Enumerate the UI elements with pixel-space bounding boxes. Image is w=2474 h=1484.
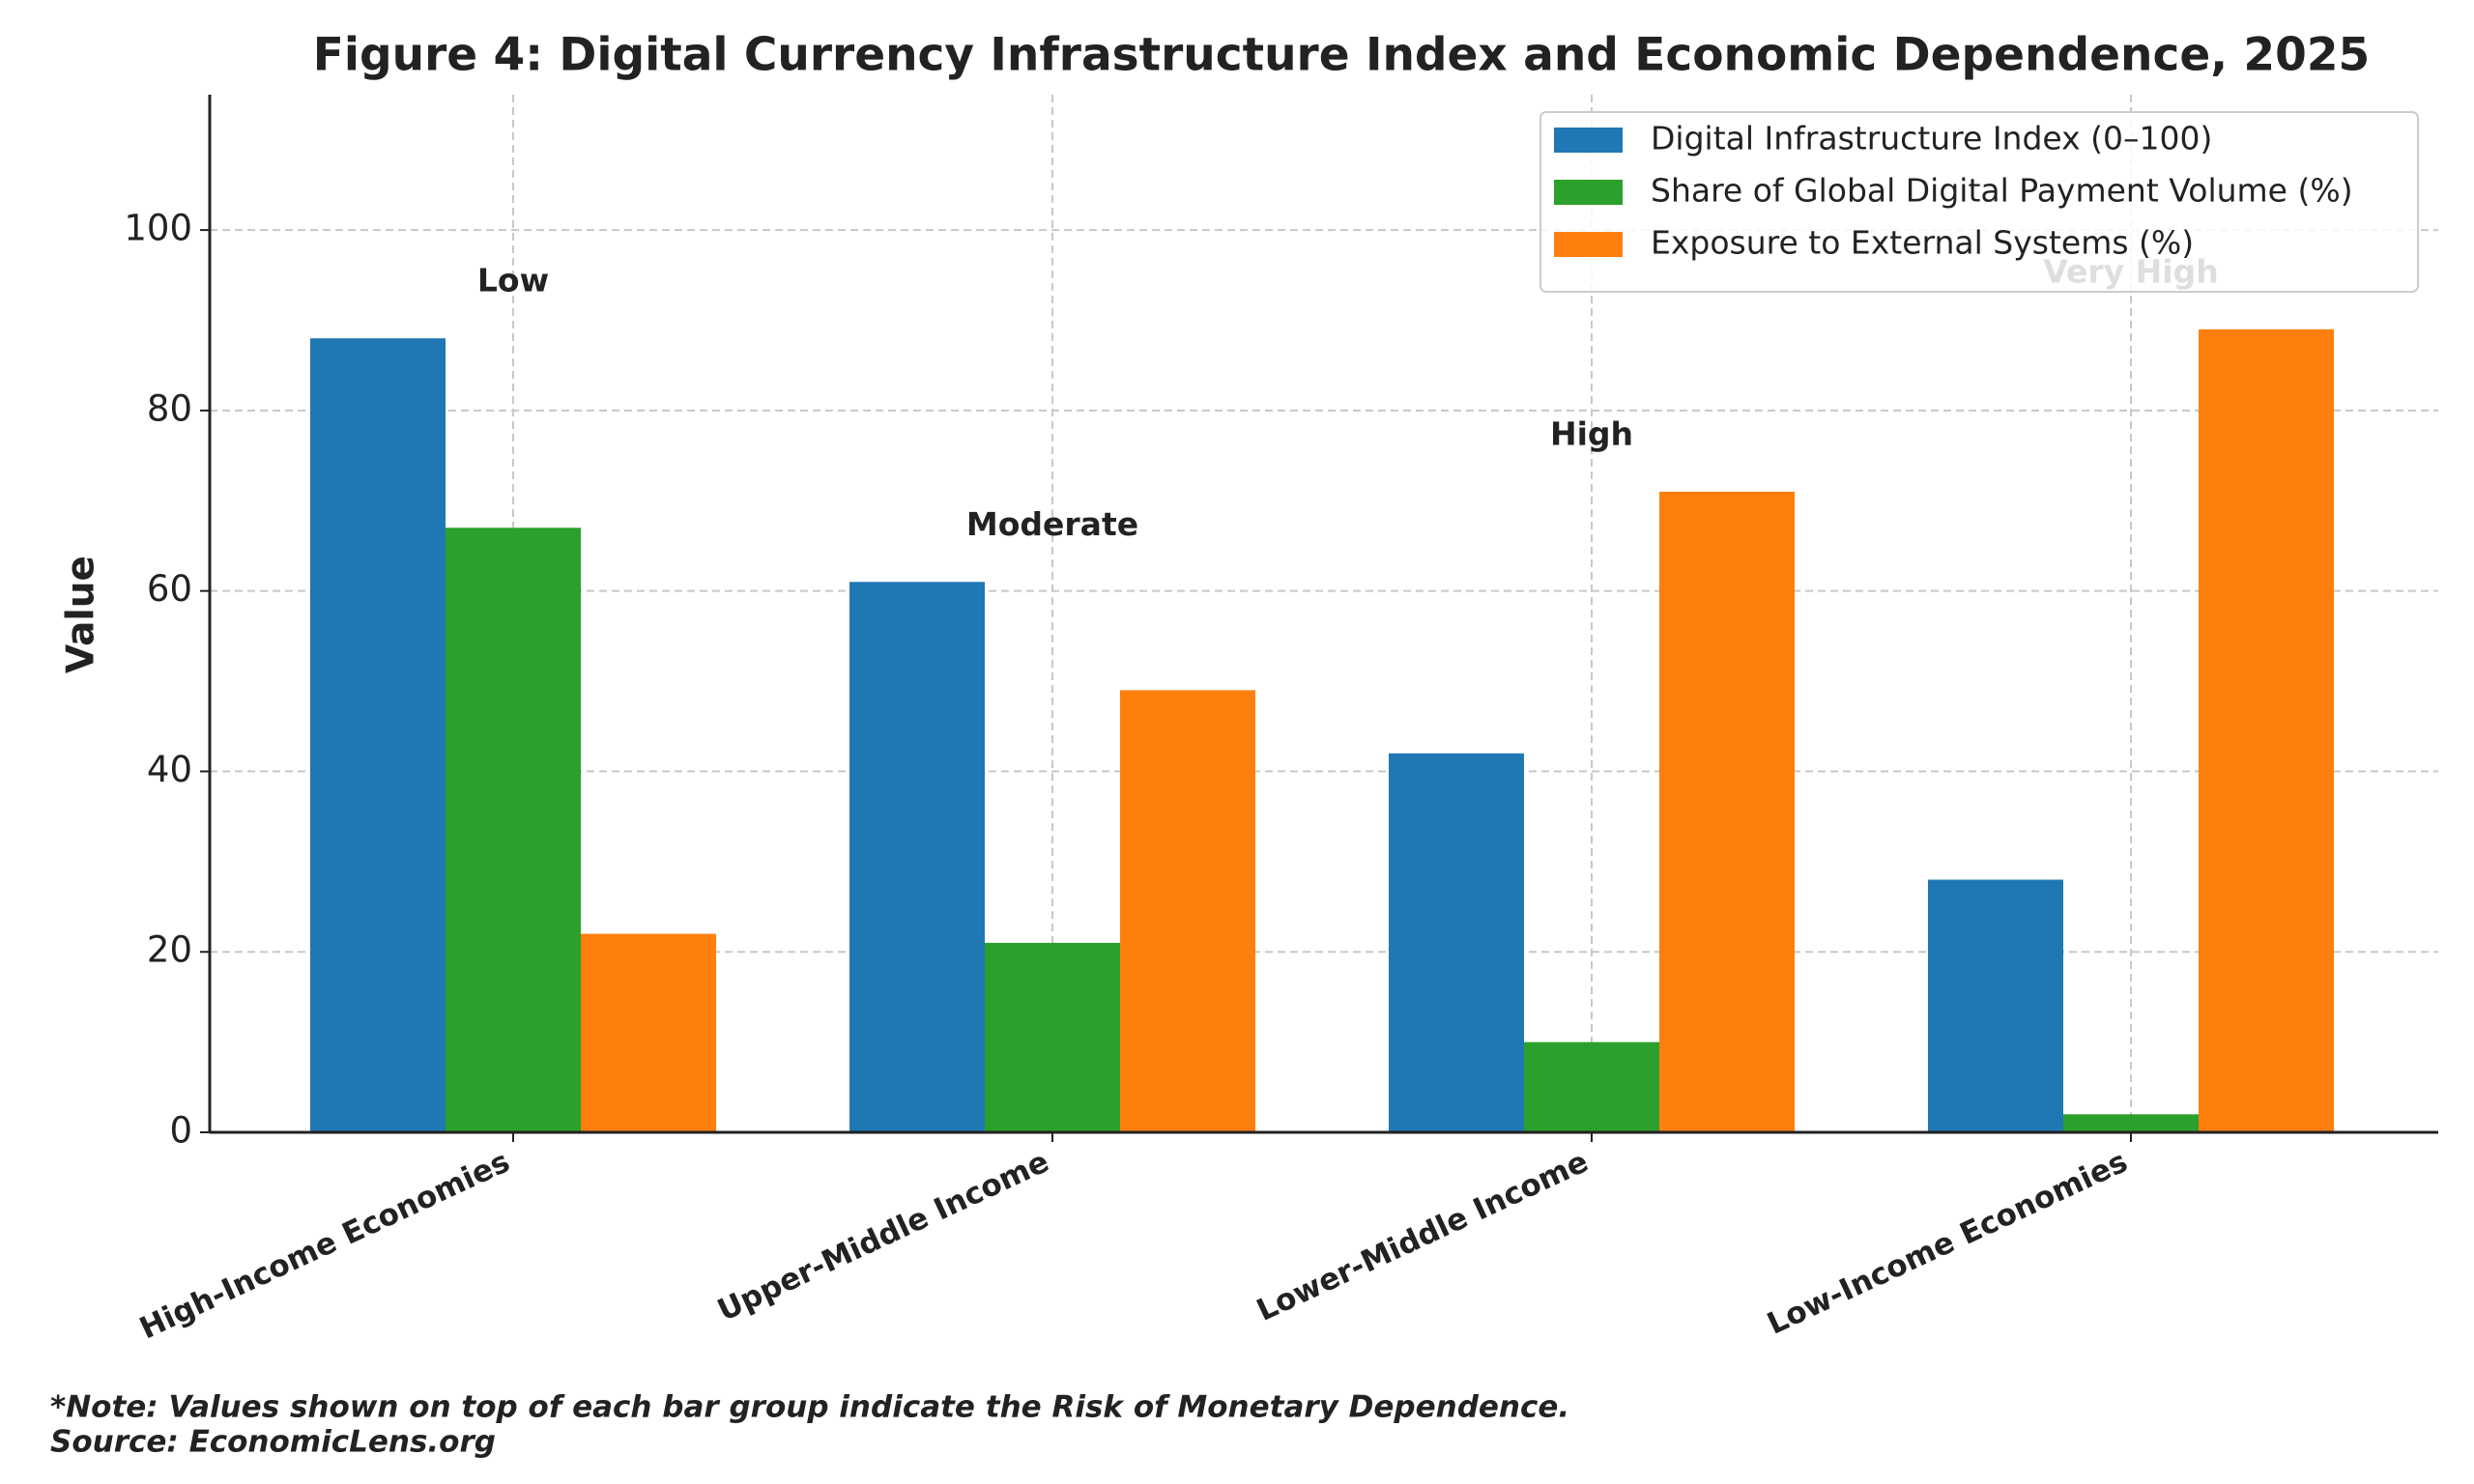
legend-box [1539,111,2419,293]
y-tick-label: 80 [147,387,192,429]
annotation: High [1550,414,1633,452]
bar [2199,328,2334,1132]
bar [849,582,985,1132]
bar [1389,753,1524,1132]
annotation: Low [477,262,549,300]
y-tick-label: 60 [147,568,192,610]
x-tick-label: Upper-Middle Income [712,1144,1054,1328]
annotation: Moderate [966,505,1138,543]
bar [1120,690,1255,1132]
bar [2063,1114,2199,1132]
x-tick-label: Lower-Middle Income [1251,1144,1594,1328]
y-tick-label: 100 [124,208,192,249]
bar [985,942,1120,1132]
y-axis-label: Value [60,556,103,673]
legend-swatch [1554,180,1623,205]
source: Source: EconomicLens.org [50,1425,496,1460]
note: *Note: Values shown on top of each bar g… [50,1390,1569,1425]
legend-label: Share of Global Digital Payment Volume (… [1651,172,2353,210]
bar [310,338,446,1133]
chart-title: Figure 4: Digital Currency Infrastructur… [313,29,2370,82]
y-tick-label: 40 [147,749,192,790]
legend-label: Digital Infrastructure Index (0–100) [1651,120,2212,157]
legend-swatch [1554,128,1623,153]
y-tick-label: 20 [147,929,192,971]
bar [581,933,716,1132]
x-tick-label: Low-Income Economies [1762,1144,2133,1341]
x-tick-label: High-Income Economies [134,1144,515,1346]
bar [446,528,581,1132]
legend-label: Exposure to External Systems (%) [1651,224,2194,262]
bar [1659,491,1795,1132]
bar [1928,879,2063,1132]
y-tick-label: 0 [169,1110,192,1152]
legend-swatch [1554,232,1623,257]
bar [1524,1042,1659,1132]
